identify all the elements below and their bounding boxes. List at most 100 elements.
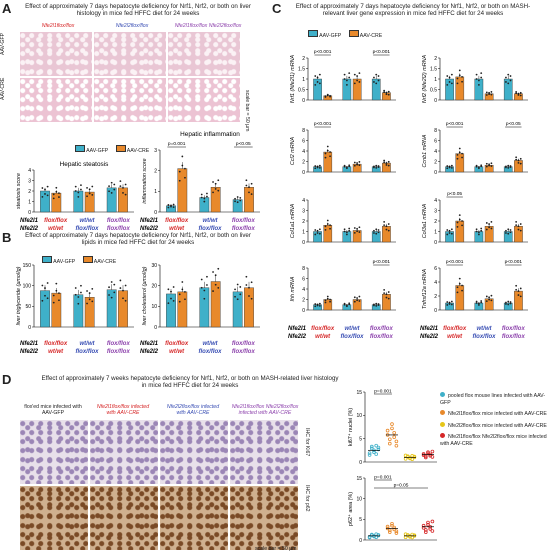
- data-point: [236, 201, 239, 204]
- data-point: [480, 76, 483, 79]
- genotype-label-nfe2l1: Nfe2l1: [140, 218, 159, 224]
- data-point: [392, 435, 397, 439]
- data-point: [392, 430, 397, 435]
- data-point: [74, 190, 77, 192]
- data-point: [358, 295, 361, 298]
- data-point: [394, 531, 399, 535]
- y-tick-label: 10: [356, 496, 362, 502]
- data-point: [91, 185, 94, 188]
- y-tick-label: 2: [302, 56, 305, 62]
- genotype-label-nfe2l2: Nfe2l2: [140, 349, 159, 355]
- data-point: [234, 200, 236, 203]
- histology-image: [90, 486, 158, 550]
- p-value: p<0.001: [505, 259, 523, 265]
- bar: [177, 291, 188, 328]
- data-point: [212, 191, 214, 194]
- data-point: [507, 232, 510, 235]
- panel-letter-c: C: [272, 1, 282, 16]
- data-point: [446, 301, 449, 303]
- data-point: [178, 170, 181, 173]
- data-point: [324, 156, 327, 159]
- genotype-value: flox/flox: [107, 218, 131, 224]
- legend-gfp-swatch: [308, 30, 318, 37]
- data-point: [488, 226, 491, 229]
- data-point: [387, 437, 392, 442]
- data-point: [387, 90, 390, 93]
- y-axis-label: Col1a1 mRNA: [290, 203, 296, 238]
- data-point: [326, 295, 329, 298]
- y-tick-label: 3: [302, 208, 305, 214]
- data-point: [250, 297, 253, 300]
- data-point: [41, 187, 44, 189]
- data-point: [318, 82, 321, 85]
- data-point: [200, 286, 203, 289]
- bar: [51, 292, 62, 328]
- data-point: [353, 82, 356, 85]
- data-point: [52, 197, 55, 200]
- data-point: [509, 75, 512, 77]
- data-point: [345, 233, 348, 236]
- data-point: [113, 183, 116, 186]
- data-point: [318, 304, 321, 307]
- data-point: [450, 228, 453, 231]
- data-point: [475, 73, 478, 76]
- y-tick-label: 4: [28, 168, 31, 174]
- data-point: [428, 527, 433, 531]
- data-point: [41, 299, 44, 302]
- p-value: p=0.05: [394, 483, 409, 489]
- data-point: [519, 287, 522, 290]
- bar: [474, 78, 484, 101]
- y-tick-label: 2: [434, 159, 437, 165]
- data-point: [490, 294, 493, 297]
- data-point: [86, 195, 88, 198]
- legend-gfp-swatch: [75, 145, 85, 152]
- data-point: [477, 233, 480, 236]
- data-point: [392, 527, 397, 532]
- data-point: [519, 157, 522, 160]
- data-point: [245, 275, 248, 278]
- data-point: [448, 81, 451, 83]
- genotype-value: flox/flox: [107, 226, 131, 232]
- data-point: [372, 450, 376, 455]
- panel-letter-a: A: [2, 1, 12, 16]
- data-point: [426, 450, 430, 454]
- data-point: [373, 304, 375, 307]
- data-point: [383, 91, 386, 94]
- y-tick-label: 0: [434, 240, 437, 246]
- data-point: [475, 302, 478, 304]
- genotype-value: flox/flox: [340, 334, 364, 340]
- data-point: [519, 229, 522, 232]
- y-tick-label: 30: [151, 263, 157, 269]
- data-point: [430, 519, 435, 524]
- data-point: [80, 291, 82, 294]
- data-point: [373, 166, 375, 169]
- data-point: [77, 296, 80, 298]
- data-point: [329, 151, 331, 153]
- data-point: [423, 455, 428, 460]
- data-point: [250, 193, 253, 196]
- data-point: [206, 275, 208, 278]
- y-tick-label: 2: [154, 168, 157, 174]
- data-point: [239, 286, 242, 288]
- y-tick-label: 1: [302, 229, 305, 235]
- data-point: [387, 530, 392, 534]
- genotype-label-nfe2l1: Nfe2l1: [20, 218, 39, 224]
- histology-image: [230, 420, 298, 484]
- data-point: [515, 158, 518, 161]
- bar: [244, 186, 254, 213]
- data-point: [507, 300, 510, 303]
- data-point: [485, 94, 488, 96]
- y-axis-label: Col3a1 mRNA: [422, 203, 428, 238]
- data-point: [110, 281, 113, 283]
- genotype-value: flox/flox: [232, 341, 256, 347]
- data-point: [203, 289, 206, 292]
- data-point: [377, 304, 380, 307]
- data-point: [480, 301, 483, 304]
- data-point: [517, 294, 520, 296]
- data-point: [200, 278, 203, 281]
- data-point: [377, 79, 380, 82]
- panel-letter-d: D: [2, 372, 12, 387]
- data-point: [412, 533, 417, 538]
- data-point: [88, 192, 91, 195]
- histology-image: [160, 420, 228, 484]
